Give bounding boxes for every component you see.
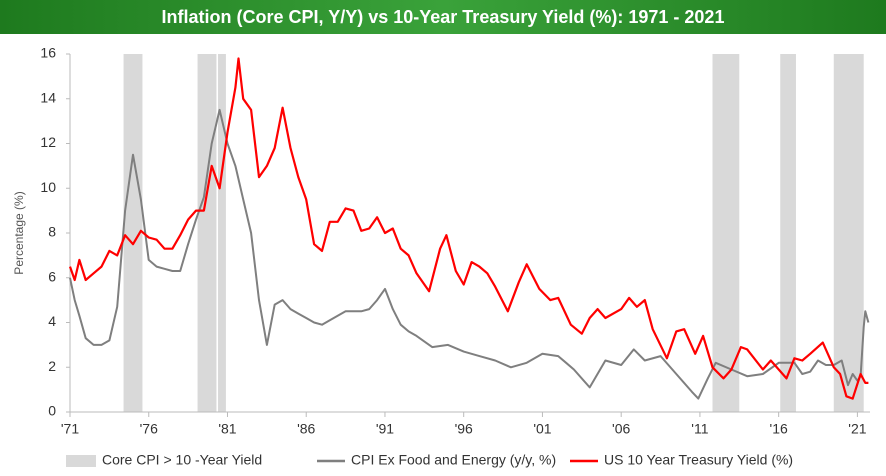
x-tick-label: '01 [533,421,551,437]
chart-title: Inflation (Core CPI, Y/Y) vs 10-Year Tre… [162,7,725,27]
x-tick-label: '76 [140,421,158,437]
shaded-region [712,54,740,412]
y-tick-label: 8 [48,224,56,240]
x-tick-label: '11 [691,421,708,437]
y-tick-label: 0 [48,403,56,419]
shaded-region [780,54,796,412]
legend-swatch [66,455,96,467]
legend-label: CPI Ex Food and Energy (y/y, %) [351,452,556,468]
series-line [69,108,870,400]
y-tick-label: 6 [48,268,56,284]
y-tick-label: 16 [40,45,56,61]
x-tick-label: '71 [61,421,79,437]
x-tick-label: '86 [297,421,315,437]
x-tick-label: '16 [770,421,788,437]
x-tick-label: '91 [376,421,394,437]
y-tick-label: 2 [48,358,56,374]
x-tick-label: '81 [218,421,236,437]
y-tick-label: 10 [40,179,56,195]
x-tick-label: '06 [612,421,630,437]
shaded-region [218,54,226,412]
legend-label: Core CPI > 10 -Year Yield [102,452,262,468]
y-tick-label: 4 [48,313,56,329]
x-tick-label: '21 [848,421,866,437]
legend-label: US 10 Year Treasury Yield (%) [604,452,793,468]
y-tick-label: 14 [40,89,56,105]
y-tick-label: 12 [40,134,56,150]
y-axis-label: Percentage (%) [12,191,26,274]
shaded-region [123,54,143,412]
x-tick-label: '96 [455,421,473,437]
shaded-region [833,54,864,412]
title-banner [0,0,886,34]
series-line [68,57,869,400]
shaded-region [197,54,217,412]
